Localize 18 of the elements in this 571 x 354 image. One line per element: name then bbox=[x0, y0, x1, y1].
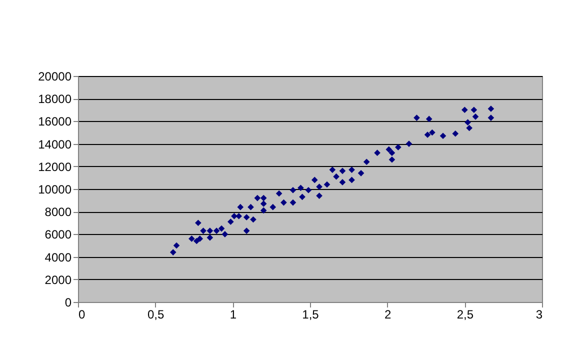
x-tick-label: 1,5 bbox=[302, 308, 320, 322]
y-tick-label: 8000 bbox=[44, 205, 72, 220]
y-tick-label: 6000 bbox=[44, 228, 72, 242]
y-tick-label: 2000 bbox=[44, 272, 72, 287]
y-tick-label: 18000 bbox=[38, 92, 72, 106]
x-tick-label: 0,5 bbox=[147, 308, 164, 322]
x-tick-label: 3 bbox=[536, 308, 543, 322]
x-tick-label: 2,5 bbox=[456, 308, 474, 322]
x-tick-label: 2 bbox=[384, 308, 392, 322]
y-tick-label: 10000 bbox=[38, 182, 72, 196]
x-tick-label: 0 bbox=[78, 308, 86, 322]
y-tick-label: 14000 bbox=[38, 137, 72, 152]
y-tick-label: 20000 bbox=[38, 70, 72, 84]
x-tick-label: 1 bbox=[230, 308, 237, 322]
y-tick-label: 16000 bbox=[38, 114, 72, 129]
y-tick-label: 0 bbox=[64, 296, 72, 310]
y-tick-label: 4000 bbox=[44, 250, 72, 264]
y-tick-label: 12000 bbox=[38, 160, 72, 174]
